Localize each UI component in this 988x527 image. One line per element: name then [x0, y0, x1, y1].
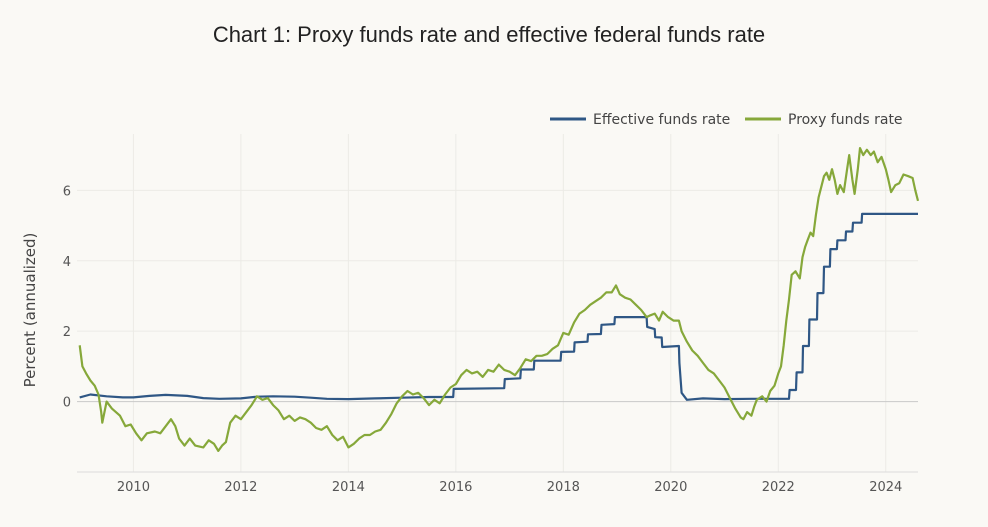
chart-title: Chart 1: Proxy funds rate and effective … — [212, 22, 766, 47]
legend: Effective funds rate Proxy funds rate — [550, 112, 903, 128]
y-axis-title: Percent (annualized) — [21, 233, 39, 388]
y-tick-label: 2 — [63, 325, 71, 340]
gridlines — [77, 134, 918, 472]
series-line-proxy-funds-rate — [78, 147, 920, 452]
x-tick-label: 2014 — [332, 480, 365, 495]
x-tick-label: 2020 — [654, 480, 687, 495]
x-tick-label: 2012 — [224, 480, 257, 495]
x-tick-label: 2010 — [117, 480, 150, 495]
y-tick-label: 6 — [63, 184, 71, 199]
x-tick-label: 2022 — [762, 480, 795, 495]
series-lines — [78, 147, 920, 452]
y-tick-label: 0 — [63, 396, 71, 411]
x-tick-label: 2024 — [869, 480, 902, 495]
x-tick-label: 2018 — [547, 480, 580, 495]
axes: 2010 2012 2014 2016 2018 2020 2022 2024 0 2 4 6 — [63, 184, 918, 495]
y-tick-label: 4 — [63, 255, 71, 270]
legend-label-effective: Effective funds rate — [593, 112, 730, 128]
legend-label-proxy: Proxy funds rate — [788, 112, 903, 128]
x-tick-label: 2016 — [439, 480, 472, 495]
series-line-effective-funds-rate — [79, 212, 918, 401]
